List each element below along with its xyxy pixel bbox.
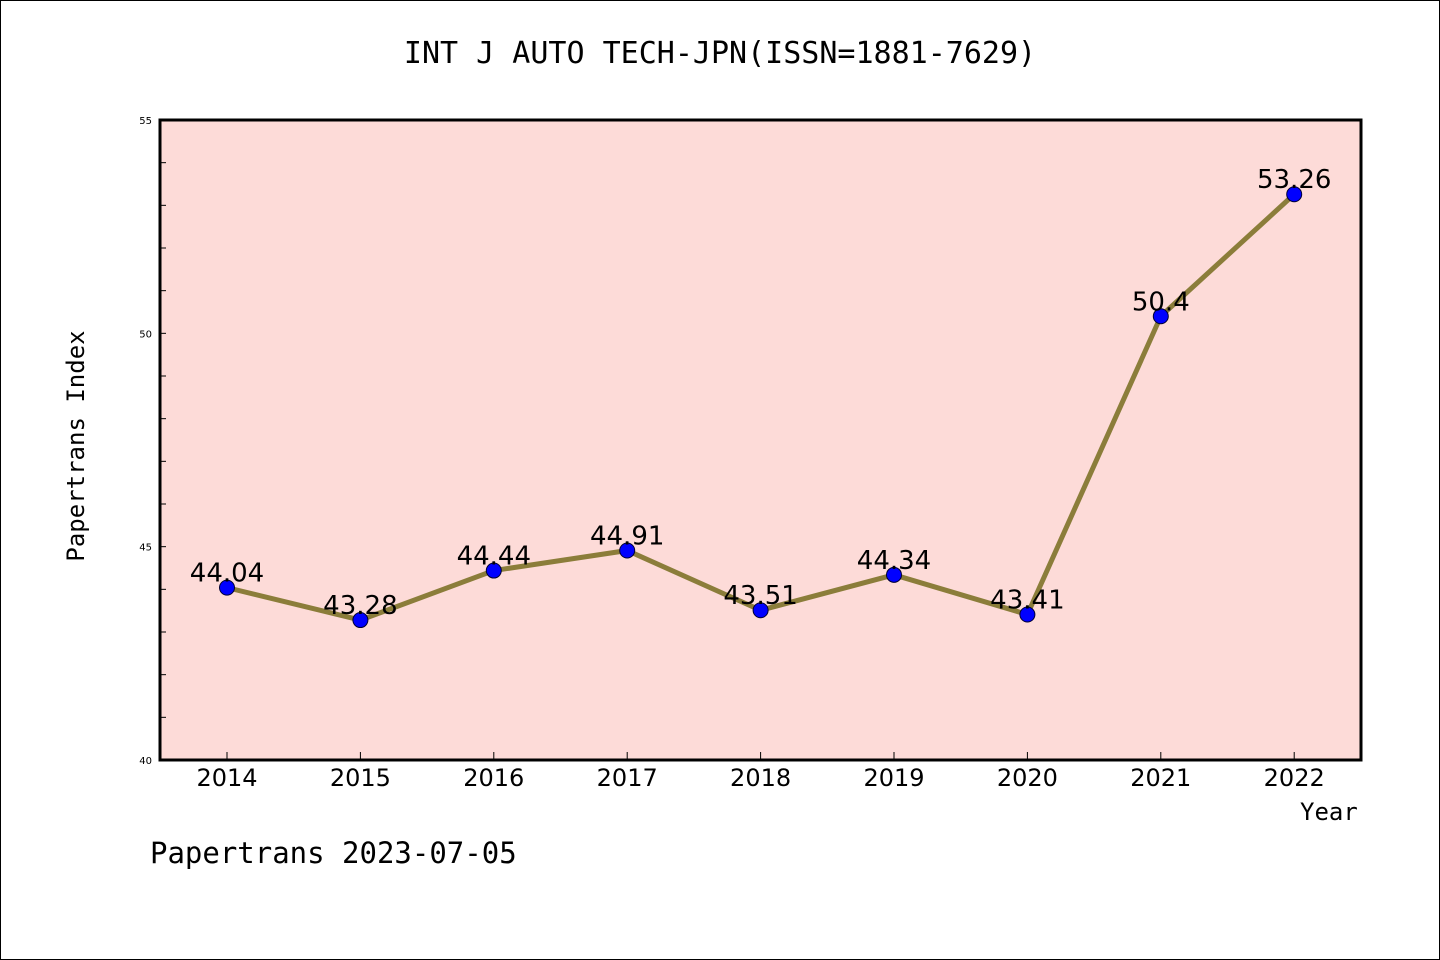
- data-label: 44.34: [857, 546, 931, 576]
- data-label: 44.04: [190, 559, 264, 589]
- x-tick-label: 2014: [196, 764, 257, 792]
- x-tick-label: 2016: [463, 764, 524, 792]
- data-label: 43.51: [723, 581, 797, 611]
- plot-background: [160, 120, 1361, 760]
- data-label: 53.26: [1257, 165, 1331, 195]
- line-chart: 40 45 50 55 2014 2015 2016 2017 2018 2019 2020 2021…: [0, 0, 1440, 960]
- x-tick-label: 2021: [1130, 764, 1191, 792]
- x-tick-label: 2018: [730, 764, 791, 792]
- data-label: 44.44: [457, 542, 531, 572]
- x-tick-label: 2020: [997, 764, 1058, 792]
- y-tick-label: 40: [139, 756, 152, 767]
- data-label: 44.91: [590, 522, 664, 552]
- y-tick-label: 50: [139, 329, 152, 340]
- x-tick-label: 2019: [863, 764, 924, 792]
- data-label: 50.4: [1132, 287, 1190, 317]
- y-tick-label: 45: [139, 543, 152, 554]
- x-tick-label: 2017: [597, 764, 658, 792]
- y-tick-label: 55: [139, 116, 152, 127]
- x-tick-label: 2022: [1264, 764, 1325, 792]
- data-label: 43.41: [990, 586, 1064, 616]
- data-label: 43.28: [323, 591, 397, 621]
- x-tick-label: 2015: [330, 764, 391, 792]
